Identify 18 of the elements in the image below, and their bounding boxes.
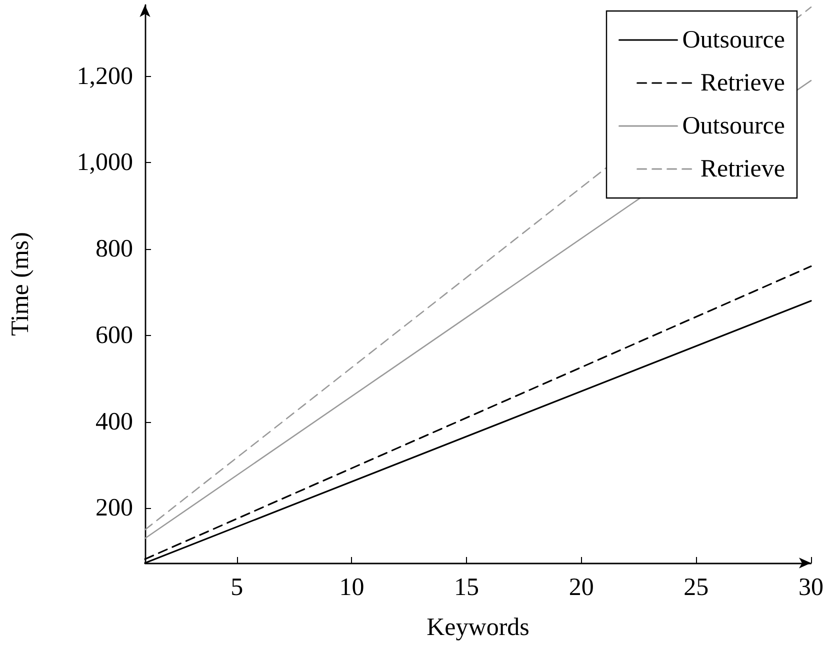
y-tick-label: 200	[96, 494, 133, 522]
legend-label: Retrieve	[700, 156, 786, 182]
legend-label: Retrieve	[700, 70, 786, 96]
x-tick-label: 15	[454, 574, 480, 601]
y-tick-label: 1,200	[76, 62, 133, 90]
y-tick-label: 600	[96, 322, 133, 349]
x-tick-label: 20	[568, 574, 594, 601]
y-axis-title: Time (ms)	[7, 232, 34, 336]
x-tick-label: 25	[684, 574, 709, 601]
legend-label: Outsource	[682, 112, 786, 140]
x-tick-label: 5	[230, 574, 244, 601]
x-axis-title: Keywords	[426, 614, 530, 641]
y-tick-label: 800	[96, 236, 133, 263]
y-tick-label: 1,000	[76, 149, 133, 176]
legend-label: Outsource	[682, 26, 786, 54]
x-tick-label: 30	[798, 574, 824, 601]
y-tick-label: 400	[96, 408, 133, 436]
x-tick-label: 10	[339, 574, 364, 601]
